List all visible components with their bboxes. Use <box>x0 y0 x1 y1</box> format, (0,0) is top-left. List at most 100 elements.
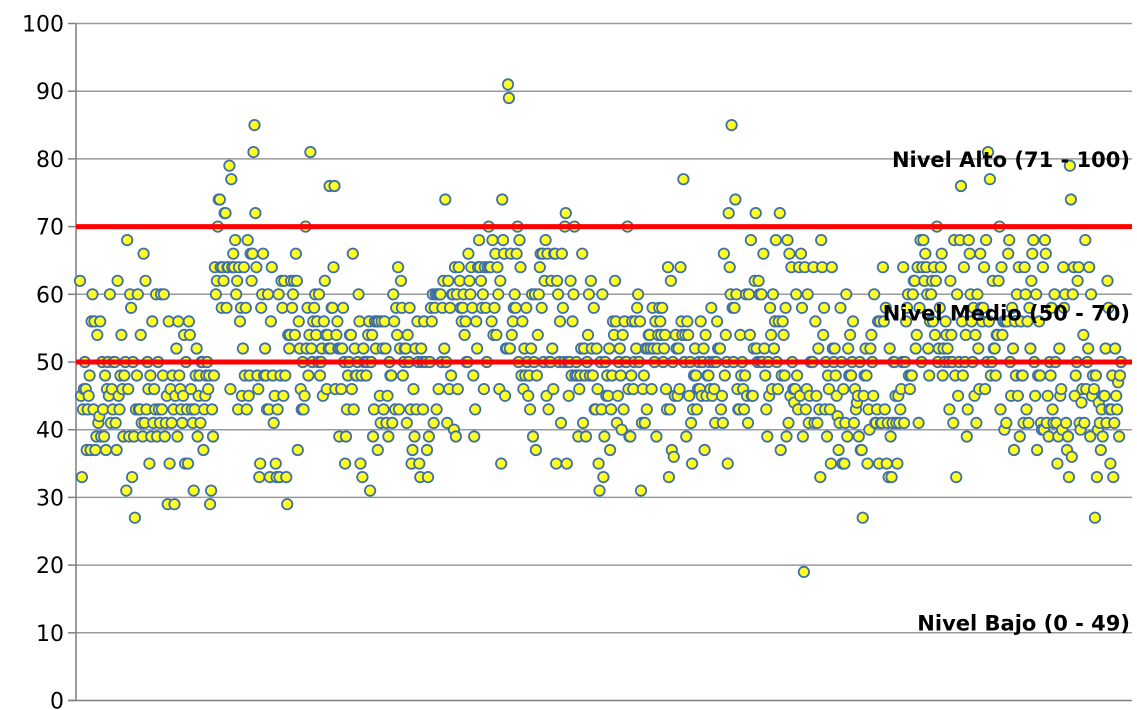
data-point <box>328 179 341 193</box>
data-point <box>488 301 501 314</box>
data-point <box>1051 457 1064 470</box>
data-point <box>468 430 481 443</box>
data-point <box>996 328 1009 341</box>
data-point <box>828 342 841 355</box>
data-point <box>673 382 686 396</box>
data-point <box>755 288 768 301</box>
data-point <box>269 457 282 470</box>
data-point <box>526 430 540 443</box>
data-point <box>1002 247 1015 260</box>
data-point <box>83 369 96 382</box>
data-point <box>864 342 877 355</box>
data-point <box>134 328 147 341</box>
data-point <box>280 470 293 484</box>
data-point <box>155 403 168 416</box>
data-point <box>924 288 938 301</box>
data-point <box>582 288 596 301</box>
data-point <box>910 328 923 341</box>
y-tick-label-100: 100 <box>22 13 64 38</box>
data-point <box>936 369 949 382</box>
data-point <box>217 274 230 287</box>
data-point <box>1088 511 1102 524</box>
data-point <box>291 443 304 457</box>
data-point <box>656 301 669 314</box>
data-point <box>547 382 560 396</box>
data-point <box>752 274 765 287</box>
data-point <box>710 315 724 328</box>
data-point <box>110 443 123 457</box>
data-point <box>513 234 526 247</box>
data-point <box>553 315 567 328</box>
data-point <box>746 389 759 402</box>
data-point <box>1063 159 1077 172</box>
data-point <box>624 430 637 443</box>
data-point <box>761 430 774 443</box>
data-point <box>913 301 926 314</box>
data-point <box>277 389 290 402</box>
data-point <box>498 389 512 402</box>
data-point <box>743 328 757 341</box>
data-point <box>989 369 1002 382</box>
data-point <box>248 119 261 132</box>
data-point <box>1109 342 1122 355</box>
data-point <box>183 328 196 341</box>
data-point <box>219 207 232 220</box>
data-point <box>1079 234 1092 247</box>
data-point <box>809 315 822 328</box>
data-point <box>797 565 811 579</box>
data-point <box>128 511 141 524</box>
data-point <box>943 403 956 416</box>
data-point <box>477 382 490 396</box>
y-tick-label-20: 20 <box>36 554 64 579</box>
data-point <box>522 389 535 402</box>
data-point <box>550 457 563 470</box>
data-point <box>400 416 413 429</box>
data-point <box>1101 274 1114 287</box>
data-point <box>1019 288 1032 301</box>
data-point <box>1104 457 1117 470</box>
data-point <box>708 382 721 396</box>
data-point <box>573 382 586 396</box>
data-point <box>86 288 99 301</box>
data-point <box>401 328 414 341</box>
data-point <box>1022 416 1035 429</box>
data-point <box>757 247 770 260</box>
data-point <box>1033 369 1047 382</box>
data-point <box>738 369 752 382</box>
data-point <box>843 328 857 341</box>
data-point <box>894 403 907 416</box>
data-point <box>1005 301 1019 314</box>
y-axis-tick-labels: 0 10 20 30 40 50 60 70 80 90 100 <box>22 13 76 710</box>
data-point <box>1110 389 1123 402</box>
data-point <box>884 430 897 443</box>
data-point <box>567 288 580 301</box>
data-point <box>425 315 438 328</box>
data-point <box>1107 470 1120 484</box>
data-point <box>1083 261 1096 274</box>
data-point <box>363 484 377 497</box>
data-point <box>542 403 555 416</box>
data-point <box>593 484 606 497</box>
data-point <box>842 342 855 355</box>
data-point <box>934 261 947 274</box>
data-point <box>817 328 830 341</box>
data-point <box>111 274 124 287</box>
data-point <box>494 274 507 287</box>
data-point <box>523 403 537 416</box>
y-tick-label-60: 60 <box>36 283 64 308</box>
data-point <box>1041 389 1054 402</box>
data-point <box>272 288 285 301</box>
data-point <box>130 369 143 382</box>
data-point <box>535 301 548 314</box>
data-point <box>191 430 204 443</box>
data-point <box>283 342 296 355</box>
data-point <box>89 443 102 457</box>
data-point <box>388 315 401 328</box>
data-point <box>330 328 343 341</box>
data-point <box>464 288 477 301</box>
data-point <box>298 389 311 402</box>
data-point <box>434 288 447 301</box>
data-point <box>667 450 680 463</box>
data-point <box>279 369 292 382</box>
data-point <box>741 416 755 429</box>
